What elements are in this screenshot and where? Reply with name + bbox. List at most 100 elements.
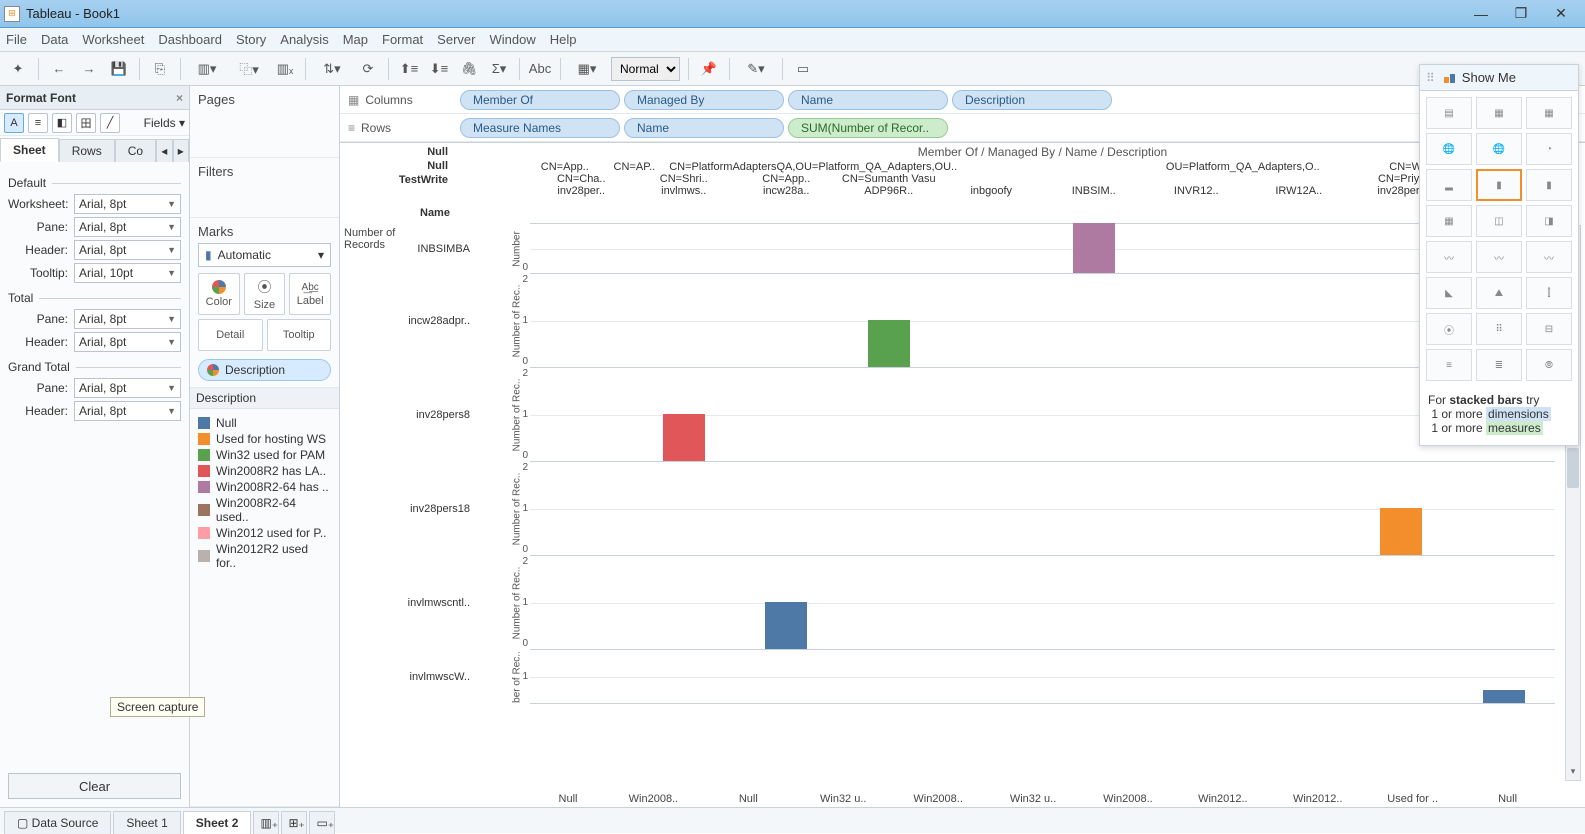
sort-desc-button[interactable]: ⬇≡	[427, 57, 451, 81]
shelf-pill[interactable]: Name	[624, 118, 784, 138]
shelf-pill[interactable]: Name	[788, 90, 948, 110]
font-combo[interactable]: Arial, 8pt▼	[74, 240, 181, 260]
marks-color-pill[interactable]: Description	[198, 359, 331, 381]
new-worksheet-button[interactable]: ▥▾	[189, 57, 225, 81]
format-lines-icon[interactable]: ╱	[100, 113, 120, 133]
showme-chart-option[interactable]: ▂	[1426, 169, 1472, 201]
shelf-pill[interactable]: SUM(Number of Recor..	[788, 118, 948, 138]
format-font-icon[interactable]: A	[4, 113, 24, 133]
fields-dropdown[interactable]: Fields ▾	[144, 116, 185, 130]
menu-analysis[interactable]: Analysis	[280, 32, 328, 47]
showme-chart-option[interactable]: ≣	[1476, 349, 1522, 381]
tab-datasource[interactable]: ▢ Data Source	[4, 811, 111, 834]
showme-chart-option[interactable]: ▮	[1526, 169, 1572, 201]
chart-bar[interactable]	[765, 602, 807, 649]
font-combo[interactable]: Arial, 10pt▼	[74, 263, 181, 283]
format-tab-scroll-right[interactable]: ▸	[173, 139, 189, 162]
font-combo[interactable]: Arial, 8pt▼	[74, 401, 181, 421]
showme-chart-option[interactable]: ◣	[1426, 277, 1472, 309]
format-tab-scroll-left[interactable]: ◂	[156, 139, 172, 162]
showme-chart-option[interactable]: 〰	[1526, 241, 1572, 273]
format-tab-columns[interactable]: Co	[115, 139, 156, 162]
highlight-button[interactable]: ✎▾	[738, 57, 774, 81]
showme-chart-option[interactable]: ▦	[1426, 205, 1472, 237]
legend-item[interactable]: Win2008R2-64 has ..	[198, 479, 331, 495]
legend-item[interactable]: Null	[198, 415, 331, 431]
redo-button[interactable]: →	[77, 57, 101, 81]
showme-chart-option[interactable]: ▦	[1526, 97, 1572, 129]
maximize-button[interactable]: ❐	[1501, 3, 1541, 25]
font-combo[interactable]: Arial, 8pt▼	[74, 217, 181, 237]
menu-file[interactable]: File	[6, 32, 27, 47]
showme-chart-option[interactable]: ▦	[1476, 97, 1522, 129]
tab-sheet1[interactable]: Sheet 1	[113, 811, 180, 834]
showme-chart-option[interactable]: 〰	[1426, 241, 1472, 273]
presentation-button[interactable]: ▭	[791, 57, 815, 81]
showme-chart-option[interactable]: ≡	[1426, 349, 1472, 381]
showme-chart-option[interactable]: ◫	[1476, 205, 1522, 237]
font-combo[interactable]: Arial, 8pt▼	[74, 309, 181, 329]
new-datasource-button[interactable]: ⎘	[148, 57, 172, 81]
swap-button[interactable]: ⇅▾	[314, 57, 350, 81]
showme-chart-option[interactable]: ⫿	[1526, 277, 1572, 309]
fit-picker-icon[interactable]: ▦▾	[569, 57, 605, 81]
menu-worksheet[interactable]: Worksheet	[82, 32, 144, 47]
showme-chart-option[interactable]: 🌐	[1476, 133, 1522, 165]
close-button[interactable]: ✕	[1541, 3, 1581, 25]
new-worksheet-tab[interactable]: ▥₊	[253, 811, 279, 834]
font-combo[interactable]: Arial, 8pt▼	[74, 194, 181, 214]
shelf-pill[interactable]: Measure Names	[460, 118, 620, 138]
sort-asc-button[interactable]: ⬆≡	[397, 57, 421, 81]
rows-shelf[interactable]: ≡Rows Measure NamesNameSUM(Number of Rec…	[340, 114, 1585, 142]
showme-chart-option[interactable]: ⛰	[1476, 277, 1522, 309]
format-borders-icon[interactable]: 田	[76, 113, 96, 133]
legend-item[interactable]: Win2012 used for P..	[198, 525, 331, 541]
legend-item[interactable]: Win2012R2 used for..	[198, 541, 331, 571]
font-combo[interactable]: Arial, 8pt▼	[74, 332, 181, 352]
pages-card[interactable]: Pages	[190, 86, 339, 158]
save-button[interactable]: 💾	[107, 57, 131, 81]
legend-item[interactable]: Win32 used for PAM	[198, 447, 331, 463]
columns-shelf[interactable]: ▦Columns Member OfManaged ByNameDescript…	[340, 86, 1585, 114]
shelf-pill[interactable]: Description	[952, 90, 1112, 110]
new-story-tab[interactable]: ▭₊	[309, 811, 335, 834]
chart-bar[interactable]	[1483, 690, 1525, 704]
scroll-down-icon[interactable]: ▾	[1566, 766, 1580, 780]
showme-chart-option[interactable]: ◨	[1526, 205, 1572, 237]
showme-chart-option[interactable]: ⠿	[1476, 313, 1522, 345]
labels-button[interactable]: Abc	[528, 57, 552, 81]
legend-item[interactable]: Win2008R2-64 used..	[198, 495, 331, 525]
totals-button[interactable]: Σ▾	[487, 57, 511, 81]
chart-bar[interactable]	[663, 414, 705, 461]
showme-chart-option[interactable]: 🌐	[1426, 133, 1472, 165]
pin-button[interactable]: 📌	[697, 57, 721, 81]
format-tab-rows[interactable]: Rows	[59, 139, 115, 162]
format-alignment-icon[interactable]: ≡	[28, 113, 48, 133]
legend-item[interactable]: Win2008R2 has LA..	[198, 463, 331, 479]
format-shading-icon[interactable]: ◧	[52, 113, 72, 133]
scroll-thumb[interactable]	[1567, 448, 1579, 488]
shelf-pill[interactable]: Member Of	[460, 90, 620, 110]
clear-button[interactable]: Clear	[8, 773, 181, 799]
menu-data[interactable]: Data	[41, 32, 68, 47]
showme-chart-option[interactable]: ▤	[1426, 97, 1472, 129]
menu-server[interactable]: Server	[437, 32, 475, 47]
new-dashboard-tab[interactable]: ⊞₊	[281, 811, 307, 834]
refresh-button[interactable]: ⟳	[356, 57, 380, 81]
menu-help[interactable]: Help	[550, 32, 577, 47]
duplicate-button[interactable]: ⿻▾	[231, 57, 267, 81]
menu-window[interactable]: Window	[489, 32, 535, 47]
legend-item[interactable]: Used for hosting WS	[198, 431, 331, 447]
mark-color-button[interactable]: Color	[198, 273, 240, 315]
chart-bar[interactable]	[1380, 508, 1422, 555]
format-tab-sheet[interactable]: Sheet	[0, 138, 59, 162]
mark-size-button[interactable]: ⦿Size	[244, 273, 286, 315]
mark-detail-button[interactable]: Detail	[198, 319, 263, 351]
tableau-logo-icon[interactable]: ✦	[6, 57, 30, 81]
tab-sheet2[interactable]: Sheet 2	[183, 811, 252, 834]
undo-button[interactable]: ←	[47, 57, 71, 81]
filters-card[interactable]: Filters	[190, 158, 339, 218]
showme-chart-option[interactable]: ⊟	[1526, 313, 1572, 345]
group-button[interactable]: 🖇	[457, 57, 481, 81]
clear-sheet-button[interactable]: ▥ₓ	[273, 57, 297, 81]
